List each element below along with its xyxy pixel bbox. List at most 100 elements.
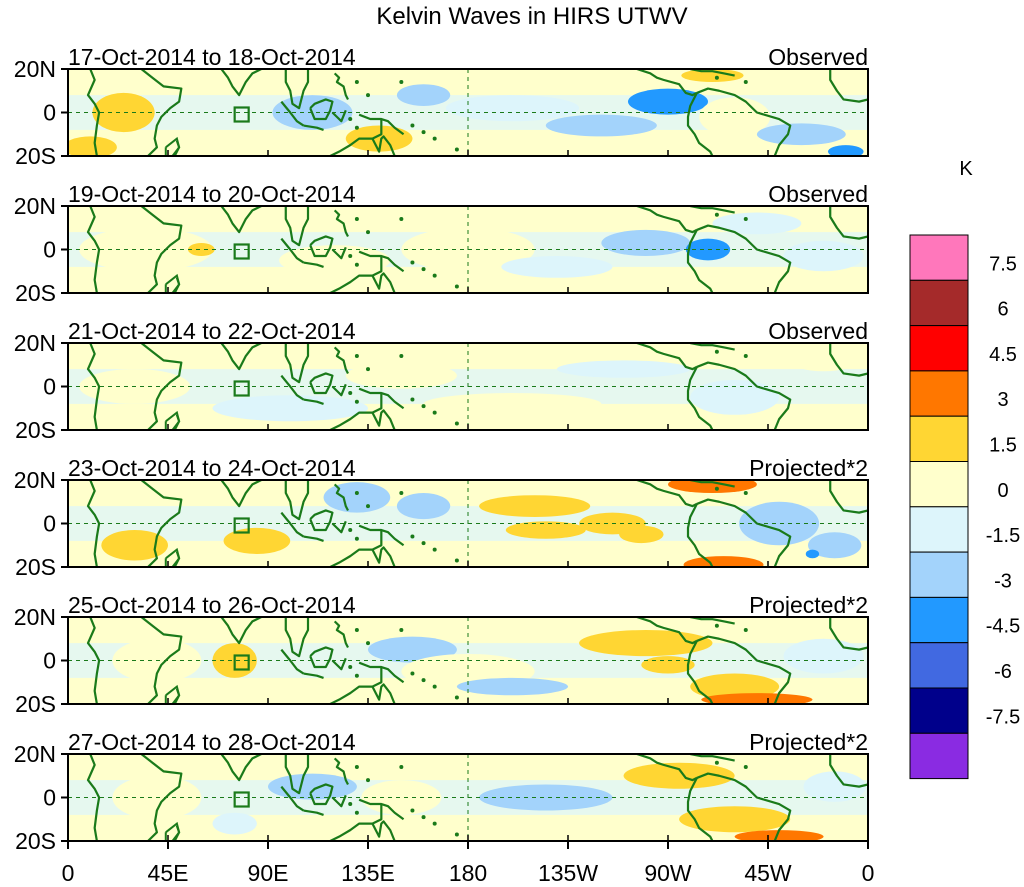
- anomaly-contour: [501, 256, 613, 278]
- coastline: [331, 383, 347, 397]
- island: [354, 628, 359, 633]
- anomaly-contour: [423, 393, 602, 415]
- coastline: [303, 124, 324, 131]
- anomaly-contour: [808, 532, 862, 559]
- x-tick-label: 90W: [644, 860, 692, 886]
- coastline: [309, 509, 334, 532]
- anomaly-contour: [712, 212, 802, 235]
- coastline: [284, 480, 310, 521]
- anomaly-contour: [188, 242, 215, 257]
- coastline: [636, 617, 698, 645]
- anomaly-contour: [479, 495, 591, 517]
- coastline: [636, 480, 698, 508]
- coastline: [371, 820, 396, 841]
- anomaly-contour: [545, 114, 657, 137]
- island: [410, 534, 415, 539]
- coastline: [371, 135, 396, 156]
- coastline: [220, 343, 262, 371]
- coastline: [86, 617, 101, 704]
- reference-box: [233, 106, 250, 123]
- coastline: [86, 206, 101, 293]
- coastline: [309, 235, 334, 258]
- anomaly-contour: [783, 240, 864, 272]
- coastline: [140, 343, 183, 430]
- reference-box: [233, 654, 250, 671]
- colorbar-swatch: [909, 234, 969, 281]
- anomaly-contour: [323, 482, 391, 513]
- coastline: [329, 256, 383, 293]
- island: [743, 80, 748, 85]
- anomaly-contour: [701, 693, 813, 704]
- coastline: [280, 237, 305, 264]
- island: [399, 628, 404, 633]
- island: [366, 504, 370, 509]
- coastline: [686, 366, 714, 430]
- island: [399, 354, 404, 359]
- island: [366, 641, 370, 646]
- island: [432, 684, 437, 689]
- coastline: [309, 372, 334, 395]
- panel-date-label: 19-Oct-2014 to 20-Oct-2014: [68, 181, 356, 207]
- colorbar-swatch: [909, 415, 969, 463]
- anomaly-contour: [190, 142, 302, 156]
- coastline: [140, 206, 183, 293]
- y-tick-label: 0: [43, 785, 56, 811]
- island: [421, 541, 426, 546]
- anomaly-contour: [690, 379, 780, 415]
- colorbar-swatch: [909, 506, 969, 553]
- coastlines: [86, 206, 868, 293]
- coastline: [303, 261, 324, 268]
- panel-date-label: 25-Oct-2014 to 26-Oct-2014: [68, 592, 356, 618]
- island: [743, 628, 748, 633]
- anomaly-contour: [756, 123, 846, 146]
- island: [714, 75, 719, 80]
- y-tick-label: 20N: [14, 604, 56, 630]
- coastline: [636, 69, 698, 97]
- island: [366, 93, 370, 98]
- anomaly-contour: [805, 549, 820, 559]
- coastline: [309, 783, 334, 806]
- coastline: [284, 206, 310, 247]
- panel-2: 19-Oct-2014 to 20-Oct-2014 Observed 20N 0 20…: [14, 181, 869, 306]
- island: [454, 421, 459, 426]
- colorbar-swatch: [909, 596, 969, 644]
- anomaly-contour: [734, 830, 824, 841]
- x-tick-label: 45W: [744, 860, 792, 886]
- coastline: [636, 754, 698, 782]
- anomaly-contour: [505, 521, 586, 539]
- panels-group: 17-Oct-2014 to 18-Oct-2014 Observed 20N 0 20…: [14, 44, 869, 854]
- island: [432, 547, 437, 552]
- x-tick-label: 135W: [538, 860, 598, 886]
- coastline: [690, 617, 735, 625]
- island: [348, 391, 353, 396]
- island: [421, 267, 426, 272]
- coastline: [140, 617, 183, 704]
- coastline: [284, 69, 310, 110]
- coastlines: [86, 754, 868, 841]
- island: [421, 815, 426, 820]
- y-tick-label: 20N: [14, 467, 56, 493]
- coastline: [329, 667, 383, 704]
- y-tick-label: 0: [43, 648, 56, 674]
- anomaly-contour: [368, 636, 457, 663]
- x-tick-label: 0: [862, 860, 875, 886]
- coastline: [329, 530, 383, 567]
- x-tick-label: 0: [62, 860, 75, 886]
- panel-date-label: 17-Oct-2014 to 18-Oct-2014: [68, 44, 356, 70]
- anomaly-contour: [396, 84, 451, 106]
- island: [348, 802, 353, 807]
- y-tick-label: 0: [43, 374, 56, 400]
- coastline: [86, 754, 101, 841]
- island: [354, 217, 359, 222]
- panel-kind-label: Projected*2: [749, 729, 868, 755]
- island: [714, 212, 719, 217]
- colorbar: K 7.5 6 4.5 3 1.5 0 -1.5 -3 -4.5 -6 -7.5: [909, 158, 1020, 780]
- island: [432, 136, 437, 141]
- coastline: [829, 69, 868, 103]
- y-tick-label: 20N: [14, 330, 56, 356]
- island: [410, 260, 415, 265]
- colorbar-swatch: [909, 461, 969, 508]
- island: [348, 254, 353, 259]
- reference-box: [233, 791, 250, 808]
